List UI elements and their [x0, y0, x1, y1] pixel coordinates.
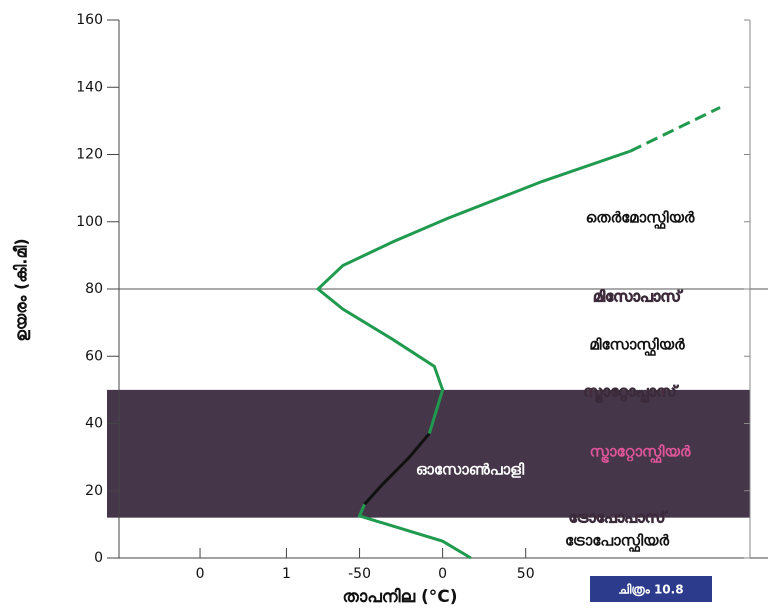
y-tick-label: 140	[76, 79, 103, 95]
y-tick-label: 160	[76, 12, 103, 28]
band	[107, 389, 750, 518]
layer-label: ട്രോപോപാസ്	[569, 509, 668, 527]
x-tick-label: 50	[517, 566, 535, 582]
x-tick-label: -50	[348, 566, 371, 582]
temperature-line	[357, 503, 472, 560]
layer-label: മിസോപാസ്	[593, 288, 684, 306]
temperature-line	[363, 432, 431, 506]
y-tick-label: 60	[85, 348, 103, 364]
y-tick-label: 120	[76, 147, 103, 163]
y-tick-label: 80	[85, 281, 103, 297]
y-tick-label: 40	[85, 416, 103, 432]
layer-label: മിസോസ്ഫിയർ	[589, 336, 685, 357]
y-axis-label: ഉയരം (കി.മീ)	[12, 238, 31, 341]
y-tick-label: 0	[94, 550, 103, 566]
x-tick-label: 1	[282, 566, 291, 582]
temperature-line	[629, 106, 721, 153]
x-tick-label: 0	[196, 566, 205, 582]
layer-label: ഓസോൺപാളി	[416, 461, 525, 479]
layer-label: തെർമോസ്ഫിയർ	[586, 209, 695, 230]
x-tick-label: 0	[438, 566, 447, 582]
layer-label: സ്ട്രാറ്റോസ്ഫിയർ	[590, 443, 691, 464]
y-tick-label: 100	[76, 214, 103, 230]
figure-label-box	[590, 576, 712, 602]
y-tick-label: 20	[85, 483, 103, 499]
temperature-line	[315, 149, 631, 435]
x-axis-label: താപനില (°C)	[342, 587, 457, 607]
layer-label: ട്രോപോസ്ഫിയർ	[565, 532, 669, 553]
figure-label: ചിത്രം 10.8	[618, 583, 683, 598]
layer-label: സ്ട്രാറ്റോപ്പാസ്	[583, 383, 679, 404]
